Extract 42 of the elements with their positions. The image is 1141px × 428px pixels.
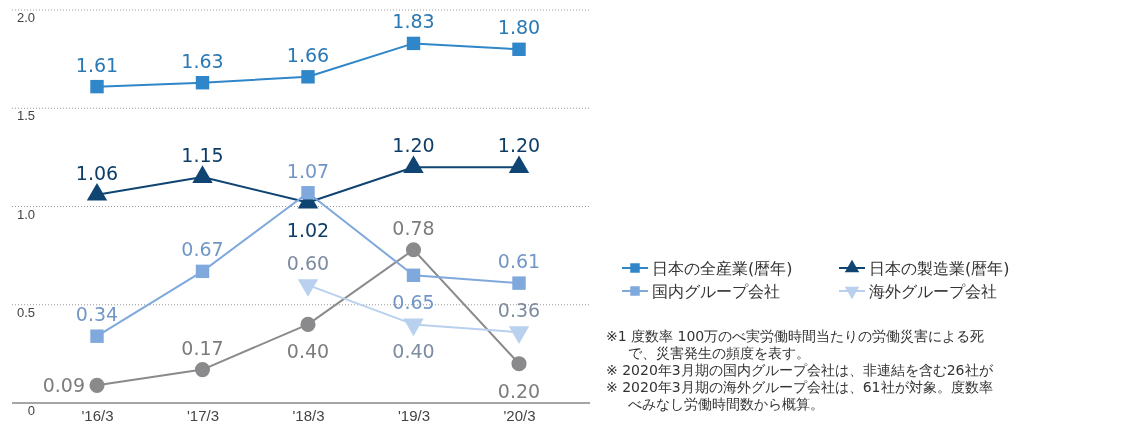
data-label: 0.65 xyxy=(392,291,435,314)
data-label: 1.20 xyxy=(497,134,541,157)
data-label: 1.02 xyxy=(286,218,330,241)
y-tick-label: 0.5 xyxy=(16,304,35,320)
data-label: 1.80 xyxy=(497,16,541,39)
data-label: 1.07 xyxy=(286,159,330,182)
data-label: 0.78 xyxy=(392,216,435,239)
data-label: 0.40 xyxy=(392,340,435,363)
data-label: 1.06 xyxy=(75,161,119,184)
data-label: 0.61 xyxy=(497,250,541,273)
y-tick-label: 1.5 xyxy=(16,108,35,124)
data-label: 1.20 xyxy=(392,134,435,157)
data-label: 0.34 xyxy=(75,303,119,326)
data-label: 1.83 xyxy=(392,10,435,33)
x-tick-label: '19/3 xyxy=(397,406,431,424)
legend-label: 国内グループ会社 xyxy=(652,282,780,301)
data-label: 0.60 xyxy=(286,252,330,275)
x-tick-label: '17/3 xyxy=(186,406,220,424)
x-tick-label: '16/3 xyxy=(81,406,114,424)
text: べみなし労働時間数から概算。 xyxy=(628,396,824,412)
data-label: 1.66 xyxy=(286,43,330,66)
legend-label: 海外グループ会社 xyxy=(869,282,997,301)
text: で、災害発生の頻度を表す。 xyxy=(628,345,810,361)
x-tick-label: '20/3 xyxy=(503,406,536,424)
data-label: 0.40 xyxy=(286,340,330,363)
legend-label: 日本の全産業(暦年) xyxy=(652,259,793,278)
data-label: 0.17 xyxy=(181,336,224,359)
y-tick-label: 2.0 xyxy=(16,10,35,26)
data-label: 1.63 xyxy=(181,49,224,72)
data-label: 1.61 xyxy=(75,53,119,76)
y-tick-label: 1.0 xyxy=(16,206,35,222)
data-label: 0.36 xyxy=(497,299,541,322)
text: ※ 2020年3月期の国内グループ会社は、非連結を含む26社が xyxy=(606,362,994,378)
data-label: 1.15 xyxy=(181,144,224,167)
legend-label: 日本の製造業(暦年) xyxy=(869,259,1010,278)
text: ※ 2020年3月期の海外グループ会社は、61社が対象。度数率 xyxy=(606,379,993,395)
y-tick-label: 0 xyxy=(27,403,35,419)
data-label: 0.09 xyxy=(42,374,85,397)
data-label: 0.20 xyxy=(497,379,541,402)
text: ※1 度数率 100万のべ実労働時間当たりの労働災害による死 xyxy=(606,328,985,344)
x-tick-label: '18/3 xyxy=(292,406,325,424)
data-label: 0.67 xyxy=(181,238,224,261)
